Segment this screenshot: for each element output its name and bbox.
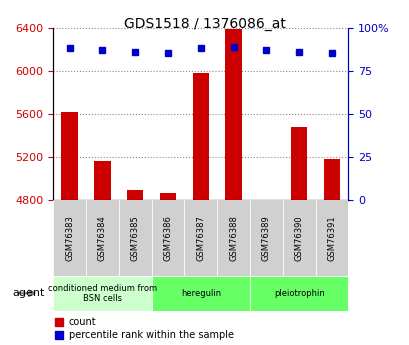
FancyBboxPatch shape [249,200,282,276]
Bar [127,190,143,200]
Text: GDS1518 / 1376086_at: GDS1518 / 1376086_at [124,17,285,31]
FancyBboxPatch shape [315,200,348,276]
FancyBboxPatch shape [184,200,217,276]
Bar [61,112,78,200]
Text: GSM76388: GSM76388 [229,215,238,261]
FancyBboxPatch shape [282,200,315,276]
FancyBboxPatch shape [53,276,151,310]
Text: GSM76390: GSM76390 [294,215,303,261]
Bar [290,127,307,200]
Text: GSM76383: GSM76383 [65,215,74,261]
Text: pleiotrophin: pleiotrophin [273,289,324,298]
FancyBboxPatch shape [119,200,151,276]
Bar [225,29,241,200]
Text: heregulin: heregulin [180,289,220,298]
Bar [160,193,176,200]
Bar [323,159,339,200]
Text: GSM76387: GSM76387 [196,215,205,261]
FancyBboxPatch shape [249,276,348,310]
Text: GSM76385: GSM76385 [130,215,139,261]
Text: conditioned medium from
BSN cells: conditioned medium from BSN cells [48,284,157,303]
FancyBboxPatch shape [151,276,249,310]
FancyBboxPatch shape [53,200,86,276]
Text: GSM76384: GSM76384 [98,215,107,261]
Legend: count, percentile rank within the sample: count, percentile rank within the sample [54,317,233,340]
Bar [94,161,110,200]
FancyBboxPatch shape [86,200,119,276]
Text: GSM76389: GSM76389 [261,215,270,261]
FancyBboxPatch shape [151,200,184,276]
Text: GSM76391: GSM76391 [327,215,336,261]
FancyBboxPatch shape [217,200,249,276]
Text: GSM76386: GSM76386 [163,215,172,261]
Bar [192,73,209,200]
Text: agent: agent [13,288,45,298]
